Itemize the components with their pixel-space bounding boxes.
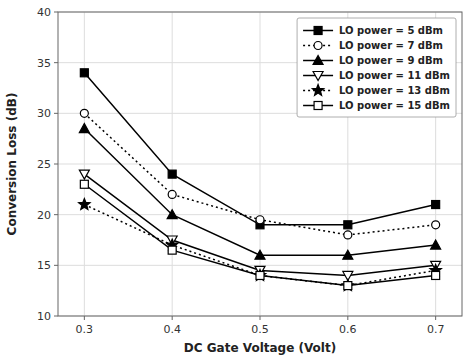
chart-svg: 10 15 20 25 30 35 40 0.3 0.4 0.5 0.6 0.7 DC Gate Vol… <box>0 0 474 362</box>
data-point <box>168 170 176 178</box>
data-point <box>432 271 440 279</box>
tick-y <box>54 164 58 165</box>
tick-y <box>54 62 58 63</box>
data-point <box>255 250 265 259</box>
data-point <box>80 109 88 117</box>
data-point <box>344 221 352 229</box>
series <box>80 109 439 239</box>
y-axis-label: Conversion Loss (dB) <box>5 93 19 236</box>
plot-frame <box>58 12 462 316</box>
series <box>79 170 440 280</box>
data-point <box>343 250 353 259</box>
tick-label-y: 10 <box>37 310 51 323</box>
legend-label: LO power = 15 dBm <box>339 100 450 111</box>
tick-y <box>54 113 58 114</box>
tick-x <box>84 316 85 320</box>
data-point <box>432 221 440 229</box>
chart-container: 10 15 20 25 30 35 40 0.3 0.4 0.5 0.6 0.7 DC Gate Vol… <box>0 0 474 362</box>
data-point <box>432 201 440 209</box>
legend-marker <box>314 27 322 35</box>
tick-label-y: 25 <box>37 158 51 171</box>
series <box>79 199 442 291</box>
tick-label-y: 30 <box>37 107 51 120</box>
tick-label-x: 0.4 <box>163 323 181 336</box>
series-line <box>84 129 435 256</box>
data-point <box>168 190 176 198</box>
legend-marker <box>312 85 323 96</box>
data-point <box>256 216 264 224</box>
series-line <box>84 113 435 235</box>
legend: LO power = 5 dBm LO power = 7 dBm LO power… <box>297 18 456 117</box>
legend-label: LO power = 13 dBm <box>339 85 450 96</box>
data-point <box>254 269 265 280</box>
legend-label: LO power = 5 dBm <box>339 25 443 36</box>
tick-x <box>172 316 173 320</box>
data-point <box>79 124 89 133</box>
tick-label-y: 35 <box>37 57 51 70</box>
tick-y <box>54 316 58 317</box>
grid-line-x <box>84 12 85 316</box>
legend-marker <box>314 102 322 110</box>
legend-marker <box>314 42 322 50</box>
data-point <box>344 282 352 290</box>
tick-label-y: 40 <box>37 6 51 19</box>
axes: 10 15 20 25 30 35 40 0.3 0.4 0.5 0.6 0.7 <box>37 6 462 336</box>
tick-y <box>54 12 58 13</box>
data-point <box>168 246 176 254</box>
tick-x <box>435 316 436 320</box>
tick-label-x: 0.3 <box>76 323 94 336</box>
tick-x <box>260 316 261 320</box>
data-point <box>80 69 88 77</box>
data-point <box>80 180 88 188</box>
data-point <box>344 231 352 239</box>
tick-x <box>347 316 348 320</box>
tick-label-x: 0.5 <box>251 323 269 336</box>
plot-background <box>58 12 462 316</box>
grid-line-x <box>172 12 173 316</box>
data-point <box>256 271 264 279</box>
tick-label-y: 15 <box>37 259 51 272</box>
series <box>79 124 440 260</box>
data-point <box>79 199 90 210</box>
data-point <box>342 280 353 291</box>
legend-label: LO power = 11 dBm <box>339 70 450 81</box>
tick-label-x: 0.6 <box>339 323 357 336</box>
data-point <box>167 210 177 219</box>
series-line <box>84 174 435 275</box>
legend-marker <box>313 72 323 81</box>
tick-y <box>54 214 58 215</box>
tick-label-x: 0.7 <box>427 323 445 336</box>
tick-y <box>54 265 58 266</box>
x-axis-label: DC Gate Voltage (Volt) <box>184 341 336 355</box>
series <box>80 180 439 289</box>
series-line <box>84 205 435 286</box>
data-point <box>431 240 441 249</box>
tick-label-y: 20 <box>37 209 51 222</box>
legend-label: LO power = 9 dBm <box>339 55 443 66</box>
legend-frame <box>297 18 456 117</box>
legend-label: LO power = 7 dBm <box>339 40 443 51</box>
series-line <box>84 184 435 285</box>
grid <box>58 12 462 316</box>
legend-marker <box>313 56 323 65</box>
data-point <box>79 170 89 179</box>
